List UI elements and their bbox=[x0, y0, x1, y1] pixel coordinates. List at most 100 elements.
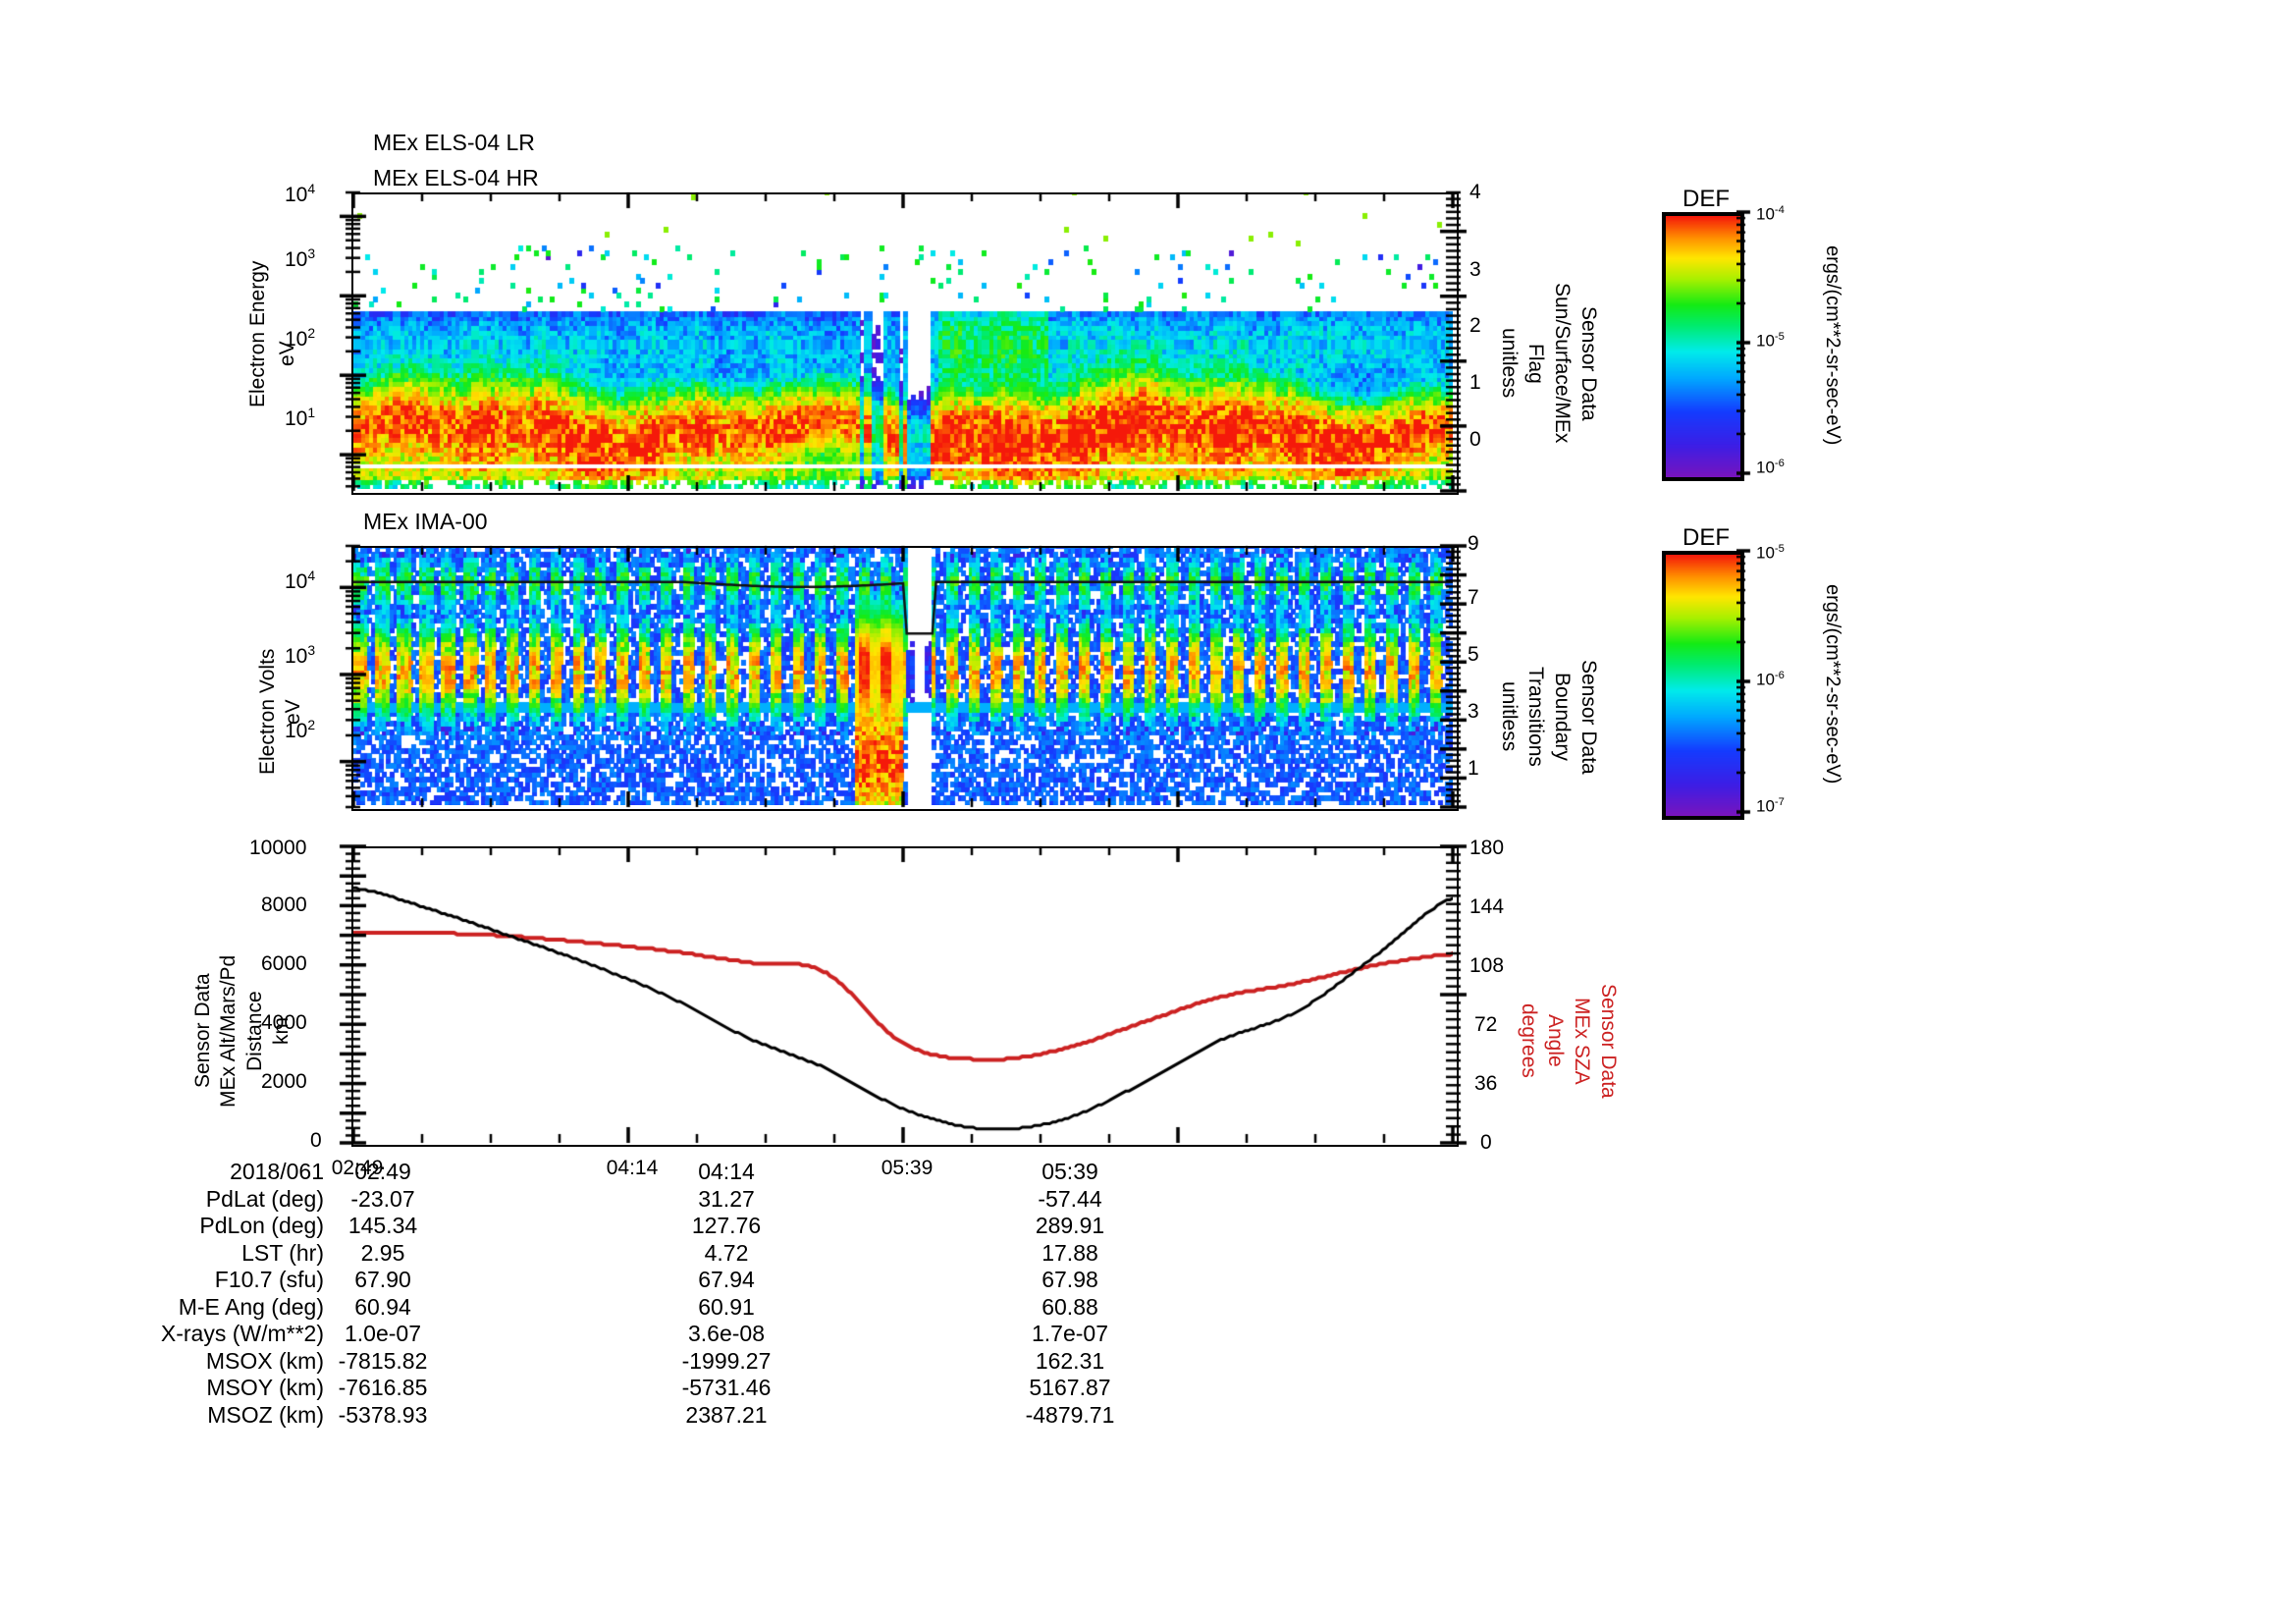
panel3-ytick-6000: 6000 bbox=[261, 952, 307, 975]
footer-cell: 2387.21 bbox=[685, 1401, 768, 1428]
panel3-right-axis-label-line2: MEx SZA bbox=[1571, 997, 1594, 1085]
panel1-left-axis-label-line2: eV bbox=[276, 341, 298, 366]
footer-cell: 289.91 bbox=[1035, 1213, 1105, 1238]
footer-cell: 3.6e-08 bbox=[687, 1321, 765, 1346]
xaxis-tick-label: 04:14 bbox=[606, 1157, 659, 1179]
footer-cell: 1.0e-07 bbox=[344, 1321, 421, 1346]
panel3-ytick-0: 0 bbox=[310, 1129, 322, 1152]
panel1-ytick-right-4: 4 bbox=[1469, 181, 1481, 203]
footer-row-label: 2018/061 bbox=[230, 1159, 324, 1184]
colorbar2-gradient bbox=[1662, 551, 1744, 820]
colorbar2-title: DEF bbox=[1682, 524, 1730, 551]
footer-cell: 60.91 bbox=[698, 1293, 755, 1320]
colorbar1-gradient bbox=[1662, 212, 1744, 481]
panel1-ytick-right-3: 3 bbox=[1469, 258, 1481, 281]
panel3-right-axis-label-line1: Sensor Data bbox=[1597, 983, 1621, 1099]
panel3-ytick-right-180: 180 bbox=[1469, 837, 1505, 859]
panel2-ytick-1e2: 102 bbox=[285, 717, 316, 742]
panel1-ytick-1e2: 102 bbox=[285, 325, 316, 351]
colorbar1-units: ergs/(cm**2-sr-sec-eV) bbox=[1822, 245, 1843, 446]
panel2-right-axis-label-line2: Boundary bbox=[1551, 673, 1575, 761]
panel3-ytick-right-0: 0 bbox=[1480, 1131, 1492, 1154]
footer-row-label: MSOX (km) bbox=[205, 1347, 324, 1374]
panel1-ytick-right-0: 0 bbox=[1469, 428, 1481, 451]
footer-cell: 5167.87 bbox=[1029, 1375, 1111, 1400]
footer-row-label: MSOZ (km) bbox=[207, 1401, 324, 1428]
footer-cell: 67.90 bbox=[354, 1267, 411, 1292]
panel2-plot-area[interactable] bbox=[351, 546, 1459, 811]
colorbar1-tick-mid: 10-5 bbox=[1756, 331, 1785, 351]
footer-cell: -23.07 bbox=[350, 1185, 415, 1212]
footer-cell: 127.76 bbox=[691, 1213, 762, 1238]
panel1-ytick-1e3: 103 bbox=[285, 245, 316, 271]
footer-cell: 60.88 bbox=[1041, 1293, 1098, 1320]
panel3-ytick-2000: 2000 bbox=[261, 1070, 307, 1093]
footer-cell: 05:39 bbox=[1041, 1159, 1098, 1184]
panel3-ytick-4000: 4000 bbox=[261, 1011, 307, 1034]
panel3-left-axis-label-line2: MEx Alt/Mars/Pd bbox=[217, 954, 240, 1108]
footer-cell: 17.88 bbox=[1041, 1239, 1098, 1266]
panel1-left-axis-label-line1: Electron Energy bbox=[246, 260, 269, 407]
footer-cell: -1999.27 bbox=[681, 1347, 772, 1374]
footer-cell: 60.94 bbox=[354, 1293, 411, 1320]
footer-row-label: F10.7 (sfu) bbox=[214, 1267, 324, 1292]
colorbar2-tick-mid: 10-6 bbox=[1756, 670, 1785, 689]
panel2-ytick-1e3: 103 bbox=[285, 642, 316, 668]
xaxis-tick-label: 05:39 bbox=[881, 1157, 934, 1179]
footer-cell: 67.98 bbox=[1041, 1267, 1098, 1292]
colorbar2-tick-top: 10-5 bbox=[1756, 543, 1785, 563]
panel2-right-axis-label-line3: Transitions bbox=[1524, 667, 1548, 767]
footer-cell: 162.31 bbox=[1035, 1347, 1105, 1374]
panel2-ytick-right-7: 7 bbox=[1468, 586, 1479, 609]
panel2-right-axis-label-line4: unitless bbox=[1498, 681, 1522, 752]
panel2-ytick-right-1: 1 bbox=[1468, 757, 1479, 780]
footer-cell: -7616.85 bbox=[338, 1375, 428, 1400]
panel1-right-axis-label-line1: Sensor Data bbox=[1577, 305, 1601, 421]
panel3-ytick-right-72: 72 bbox=[1474, 1013, 1498, 1036]
panel2-ytick-1e4: 104 bbox=[285, 568, 316, 593]
footer-row-label: PdLat (deg) bbox=[205, 1185, 324, 1212]
panel3-left-axis-label-line4: km bbox=[270, 1017, 293, 1045]
panel2-left-axis-label-line1: Electron Volts bbox=[256, 648, 279, 776]
panel1-right-axis-label-line3: Flag bbox=[1524, 343, 1548, 384]
panel1-plot-area[interactable] bbox=[351, 192, 1459, 495]
footer-cell: 1.7e-07 bbox=[1031, 1321, 1108, 1346]
panel2-ytick-right-9: 9 bbox=[1468, 532, 1479, 555]
footer-row-label: X-rays (W/m**2) bbox=[160, 1321, 324, 1346]
panel1-ytick-1e4: 104 bbox=[285, 181, 316, 206]
colorbar1-tick-bottom: 10-6 bbox=[1756, 458, 1785, 477]
footer-cell: 4.72 bbox=[704, 1239, 749, 1266]
panel1-right-axis-label-line2: Sun/Surface/MEx bbox=[1551, 283, 1575, 444]
panel2-right-axis-label-line1: Sensor Data bbox=[1577, 659, 1601, 775]
footer-cell: -5378.93 bbox=[338, 1401, 428, 1428]
footer-cell: -7815.82 bbox=[338, 1347, 428, 1374]
colorbar2-tick-bottom: 10-7 bbox=[1756, 796, 1785, 816]
footer-cell: -57.44 bbox=[1038, 1185, 1102, 1212]
footer-cell: -5731.46 bbox=[681, 1375, 772, 1400]
panel3-plot-area[interactable] bbox=[351, 846, 1459, 1147]
panel3-ytick-right-144: 144 bbox=[1469, 895, 1505, 918]
colorbar2-units: ergs/(cm**2-sr-sec-eV) bbox=[1822, 584, 1843, 784]
panel3-left-axis-label-line3: Distance bbox=[243, 991, 266, 1071]
footer-cell: 02:49 bbox=[354, 1159, 411, 1184]
panel3-right-axis-label-line4: degrees bbox=[1518, 1003, 1541, 1078]
panel2-ytick-right-5: 5 bbox=[1468, 643, 1479, 666]
panel3-left-axis-label-line1: Sensor Data bbox=[191, 973, 214, 1089]
panel2-left-axis-label-line2: eV bbox=[282, 699, 304, 725]
footer-row-label: M-E Ang (deg) bbox=[178, 1293, 324, 1320]
panel2-title: MEx IMA-00 bbox=[363, 509, 488, 534]
panel1-right-axis-label-line4: unitless bbox=[1498, 328, 1522, 399]
footer-cell: 67.94 bbox=[698, 1267, 755, 1292]
panel1-title-hr: MEx ELS-04 HR bbox=[373, 165, 539, 190]
footer-cell: 2.95 bbox=[360, 1239, 405, 1266]
panel3-ytick-8000: 8000 bbox=[261, 893, 307, 916]
panel1-title-lr: MEx ELS-04 LR bbox=[373, 130, 535, 155]
panel1-ytick-right-2: 2 bbox=[1469, 314, 1481, 337]
footer-cell: -4879.71 bbox=[1025, 1401, 1115, 1428]
panel2-ytick-right-3: 3 bbox=[1468, 700, 1479, 723]
panel1-ytick-right-1: 1 bbox=[1469, 371, 1481, 394]
panel3-ytick-10000: 10000 bbox=[249, 837, 307, 859]
footer-cell: 145.34 bbox=[347, 1213, 418, 1238]
panel3-right-axis-label-line3: Angle bbox=[1544, 1014, 1568, 1067]
